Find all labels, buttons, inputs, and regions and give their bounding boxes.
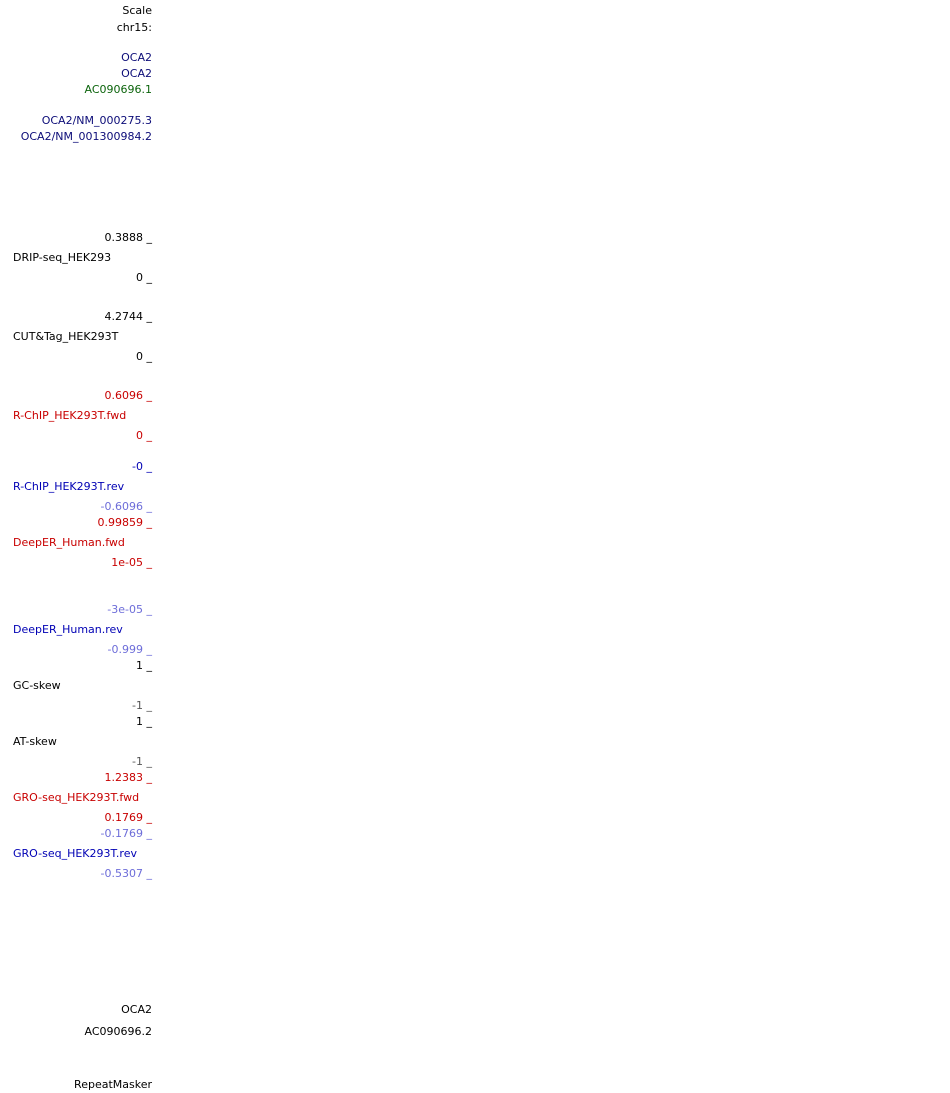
track-max-gro-seq-fwd: 1.2383 _ <box>104 771 153 784</box>
track-min-at-skew: -1 _ <box>132 755 152 768</box>
track-max-gro-seq-rev: -0.1769 _ <box>100 827 152 840</box>
track-min-gro-seq-fwd: 0.1769 _ <box>104 811 153 824</box>
track-min-deeper-rev: -0.999 _ <box>107 643 152 656</box>
scale-label: Scale <box>122 4 152 17</box>
track-name-deeper-fwd[interactable]: DeepER_Human.fwd <box>13 536 125 549</box>
track-name-drip-seq[interactable]: DRIP-seq_HEK293 <box>13 251 112 264</box>
track-max-drip-seq: 0.3888 _ <box>104 231 153 244</box>
track-min-gro-seq-rev: -0.5307 _ <box>100 867 152 880</box>
track-min-deeper-fwd: 1e-05 _ <box>111 556 152 569</box>
track-max-deeper-rev: -3e-05 _ <box>107 603 152 616</box>
gene-label-oca2[interactable]: OCA2 <box>121 51 152 64</box>
track-min-r-chip-rev: -0.6096 _ <box>100 500 152 513</box>
gene-label-oca2-bottom[interactable]: OCA2 <box>121 1003 152 1016</box>
refseq-label-nm-001300984[interactable]: OCA2/NM_001300984.2 <box>20 130 152 143</box>
track-min-gc-skew: -1 _ <box>132 699 152 712</box>
track-name-at-skew[interactable]: AT-skew <box>13 735 57 748</box>
track-max-at-skew: 1 _ <box>136 715 152 728</box>
track-name-r-chip-fwd[interactable]: R-ChIP_HEK293T.fwd <box>13 409 127 422</box>
track-name-gro-seq-fwd[interactable]: GRO-seq_HEK293T.fwd <box>13 791 140 804</box>
track-max-gc-skew: 1 _ <box>136 659 152 672</box>
track-name-deeper-rev[interactable]: DeepER_Human.rev <box>13 623 123 636</box>
track-max-r-chip-rev: -0 _ <box>132 460 152 473</box>
gene-label-ac090696-1[interactable]: AC090696.1 <box>84 83 153 96</box>
track-min-drip-seq: 0 _ <box>136 271 152 284</box>
refseq-label-nm-000275[interactable]: OCA2/NM_000275.3 <box>41 114 152 127</box>
track-name-gro-seq-rev[interactable]: GRO-seq_HEK293T.rev <box>13 847 137 860</box>
chromosome-label: chr15: <box>116 21 152 34</box>
gene-label-oca2[interactable]: OCA2 <box>121 67 152 80</box>
track-max-r-chip-fwd: 0.6096 _ <box>104 389 153 402</box>
track-name-gc-skew[interactable]: GC-skew <box>13 679 61 692</box>
track-max-cut-tag: 4.2744 _ <box>104 310 153 323</box>
track-name-cut-tag[interactable]: CUT&Tag_HEK293T <box>13 330 119 343</box>
track-min-r-chip-fwd: 0 _ <box>136 429 152 442</box>
track-name-repeatmasker[interactable]: RepeatMasker <box>74 1078 152 1091</box>
track-min-cut-tag: 0 _ <box>136 350 152 363</box>
gene-label-ac090696-2[interactable]: AC090696.2 <box>84 1025 153 1038</box>
track-name-r-chip-rev[interactable]: R-ChIP_HEK293T.rev <box>13 480 125 493</box>
track-max-deeper-fwd: 0.99859 _ <box>97 516 152 529</box>
